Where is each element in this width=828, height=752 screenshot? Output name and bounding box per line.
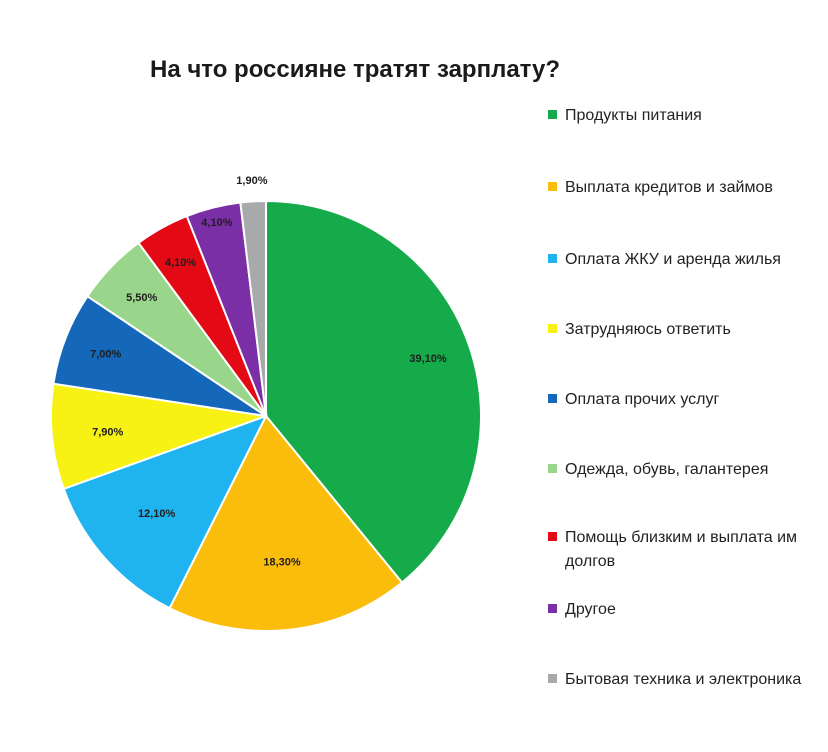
slice-data-label: 7,90% <box>92 427 123 439</box>
legend-label: Оплата ЖКУ и аренда жилья <box>565 251 781 268</box>
slice-data-label: 18,30% <box>263 556 301 568</box>
pie-slice <box>239 199 267 417</box>
legend-label: Затрудняюсь ответить <box>565 321 731 338</box>
legend-swatch <box>548 110 557 119</box>
legend-swatch <box>548 324 557 333</box>
legend-swatch <box>548 254 557 263</box>
legend-swatch <box>548 464 557 473</box>
chart-title: На что россияне тратят зарплату? <box>150 56 561 83</box>
legend-item: Бытовая техника и электроника <box>548 668 815 692</box>
pie-slice <box>50 382 267 491</box>
legend-item: Продукты питания <box>548 104 815 128</box>
legend-swatch <box>548 604 557 613</box>
legend-swatch <box>548 532 557 541</box>
slice-data-label: 4,10% <box>165 257 196 269</box>
slice-data-label: 39,10% <box>409 353 447 365</box>
legend-item: Оплата ЖКУ и аренда жилья <box>548 248 815 272</box>
slice-data-label: 12,10% <box>138 508 176 520</box>
legend-item: Затрудняюсь ответить <box>548 318 815 342</box>
legend-label: Оплата прочих услуг <box>565 391 720 408</box>
legend-item: Оплата прочих услуг <box>548 388 815 412</box>
legend-item: Другое <box>548 598 815 622</box>
slice-data-label: 5,50% <box>126 292 157 304</box>
pie-slice <box>168 414 404 632</box>
legend-label: Одежда, обувь, галантерея <box>565 461 769 478</box>
legend-label: Выплата кредитов и займов <box>565 179 773 196</box>
legend-swatch <box>548 182 557 191</box>
slice-data-label: 4,10% <box>201 217 232 229</box>
legend-item: Помощь близким и выплата им долгов <box>548 526 815 574</box>
legend-item: Одежда, обувь, галантерея <box>548 458 815 482</box>
slice-data-label: 1,90% <box>236 175 267 187</box>
pie-slice <box>265 199 482 584</box>
slice-data-label: 7,00% <box>90 349 121 361</box>
legend-label: Другое <box>565 601 616 618</box>
pie-slice <box>62 414 269 610</box>
legend-label: Помощь близким и выплата им долгов <box>565 529 798 570</box>
legend-swatch <box>548 674 557 683</box>
legend-swatch <box>548 394 557 403</box>
legend-label: Продукты питания <box>565 107 702 124</box>
legend-label: Бытовая техника и электроника <box>565 671 802 688</box>
legend-item: Выплата кредитов и займов <box>548 176 815 200</box>
